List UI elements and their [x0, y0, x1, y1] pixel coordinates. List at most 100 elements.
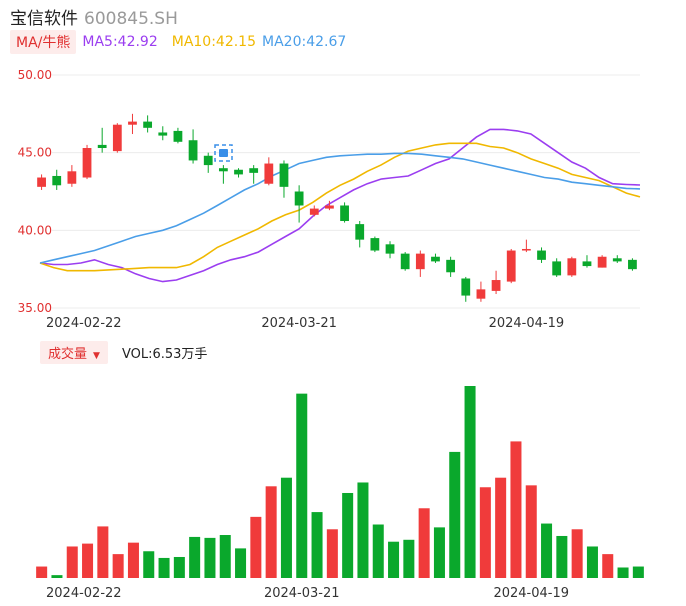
volume-indicator-toggle[interactable]: 成交量 ▼: [40, 340, 108, 364]
volume-bar: [418, 508, 430, 578]
candle: [173, 127, 183, 144]
candle-body: [203, 155, 213, 166]
candle: [355, 221, 365, 248]
y-tick-label: 50.00: [18, 68, 52, 82]
candle: [567, 256, 577, 277]
ma10-line: [39, 142, 641, 272]
candle-body: [612, 258, 622, 262]
x-tick-label: 2024-02-22: [46, 316, 122, 331]
candle-body: [567, 258, 577, 276]
candle: [597, 255, 607, 268]
volume-bar: [204, 537, 216, 578]
candle: [37, 174, 46, 190]
volume-bar: [97, 526, 109, 578]
candle: [476, 281, 486, 302]
candle: [128, 113, 137, 135]
candle: [249, 165, 259, 184]
candle-body: [143, 121, 153, 128]
volume-bar: [51, 575, 63, 578]
candle: [97, 127, 107, 153]
candle: [521, 239, 531, 253]
candle: [67, 165, 77, 187]
candlestick-chart[interactable]: 50.00 45.00 40.00 35.00 2024-02-22 2024-03-2…: [0, 0, 686, 340]
volume-toggle-label: 成交量: [48, 346, 88, 362]
candle: [218, 165, 228, 184]
stock-header: 宝信软件 600845.SH: [10, 4, 178, 29]
volume-x-tick-label: 2024-02-22: [46, 586, 122, 601]
candle: [325, 200, 334, 211]
candle-body: [173, 130, 183, 142]
candle: [143, 115, 153, 133]
candle: [537, 247, 546, 263]
candle: [370, 236, 380, 253]
volume-bar: [632, 566, 644, 578]
volume-bar: [602, 554, 614, 578]
candle-body: [476, 289, 486, 299]
candle: [234, 168, 243, 178]
candle-body: [400, 253, 410, 270]
candle: [582, 255, 592, 268]
candle-body: [385, 244, 395, 254]
candle: [552, 258, 562, 277]
volume-bar: [449, 451, 461, 578]
volume-bar: [433, 527, 445, 578]
volume-bar: [189, 536, 201, 578]
stock-name: 宝信软件: [10, 9, 78, 29]
volume-bar: [372, 524, 384, 578]
volume-bar: [556, 535, 568, 578]
candle-body: [325, 205, 334, 209]
candle-body: [521, 248, 531, 251]
candle-body: [309, 208, 319, 215]
candle: [461, 276, 471, 302]
candle-body: [415, 253, 425, 270]
volume-bar: [495, 477, 507, 578]
candle-body: [431, 256, 440, 262]
volume-indicator-row: 成交量 ▼ VOL:6.53万手: [40, 340, 207, 364]
candle-body: [264, 163, 274, 184]
candle: [506, 248, 516, 284]
volume-bar: [158, 557, 170, 578]
x-tick-label: 2024-03-21: [261, 316, 337, 331]
candle: [279, 160, 289, 198]
ma-legend-row: MA/牛熊 MA5:42.92 MA10:42.15 MA20:42.67: [10, 30, 347, 54]
volume-bar: [357, 482, 369, 578]
volume-bar: [82, 543, 94, 578]
candle: [415, 250, 425, 277]
volume-bar: [127, 542, 139, 578]
candle-body: [52, 175, 62, 186]
volume-bar: [586, 546, 598, 578]
volume-bar: [326, 529, 338, 578]
volume-bar: [265, 486, 277, 578]
candle: [400, 252, 410, 271]
volume-bar: [66, 546, 78, 578]
volume-bar: [571, 529, 583, 578]
volume-bar: [541, 523, 553, 578]
volume-bar: [617, 567, 629, 578]
y-tick-label: 35.00: [18, 301, 52, 315]
volume-bar: [311, 512, 323, 578]
ma-indicator-toggle[interactable]: MA/牛熊: [10, 30, 77, 54]
candle-body: [552, 261, 562, 276]
candle-body: [112, 124, 122, 152]
candle-body: [67, 171, 77, 184]
x-tick-label: 2024-04-19: [489, 316, 565, 331]
volume-bar: [143, 551, 155, 578]
crosshair-marker-icon[interactable]: [214, 144, 233, 162]
volume-bar: [36, 566, 48, 578]
candle: [612, 255, 622, 263]
candle-body: [370, 238, 380, 251]
ma20-legend-label: MA20:42.67: [262, 34, 347, 50]
chevron-down-icon: ▼: [93, 350, 100, 361]
volume-bar-chart[interactable]: 2024-02-22 2024-03-21 2024-04-19: [0, 366, 686, 606]
candle: [628, 258, 637, 271]
candle-body: [97, 144, 107, 149]
volume-bar: [173, 556, 185, 578]
candle-body: [218, 168, 228, 172]
candle-body: [506, 250, 516, 282]
ma10-legend-label: MA10:42.15: [171, 34, 257, 50]
candle: [188, 129, 198, 164]
volume-bar: [280, 477, 292, 578]
candle: [52, 169, 62, 190]
candle-body: [158, 132, 168, 136]
volume-bar: [388, 541, 400, 578]
